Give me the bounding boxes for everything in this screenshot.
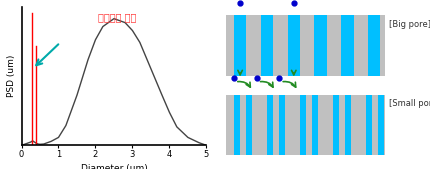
Bar	[280, 95, 285, 155]
Y-axis label: PSD (um): PSD (um)	[7, 55, 16, 97]
Text: [Big pore]: [Big pore]	[389, 20, 430, 29]
Bar	[300, 95, 306, 155]
Bar	[226, 15, 384, 76]
Bar	[288, 15, 300, 76]
Text: [Small pore]: [Small pore]	[389, 99, 430, 108]
Bar	[234, 15, 246, 76]
X-axis label: Diameter (um): Diameter (um)	[80, 164, 147, 169]
Bar	[267, 95, 273, 155]
Bar	[234, 95, 240, 155]
Bar	[341, 15, 353, 76]
Bar	[246, 95, 252, 155]
Bar	[378, 95, 384, 155]
Text: 기공크기 감소: 기공크기 감소	[98, 12, 137, 22]
Bar	[333, 95, 339, 155]
Bar	[314, 15, 327, 76]
Bar	[345, 95, 351, 155]
Bar	[368, 15, 381, 76]
Bar	[312, 95, 318, 155]
Bar	[226, 95, 384, 155]
Bar	[366, 95, 372, 155]
Bar	[261, 15, 273, 76]
